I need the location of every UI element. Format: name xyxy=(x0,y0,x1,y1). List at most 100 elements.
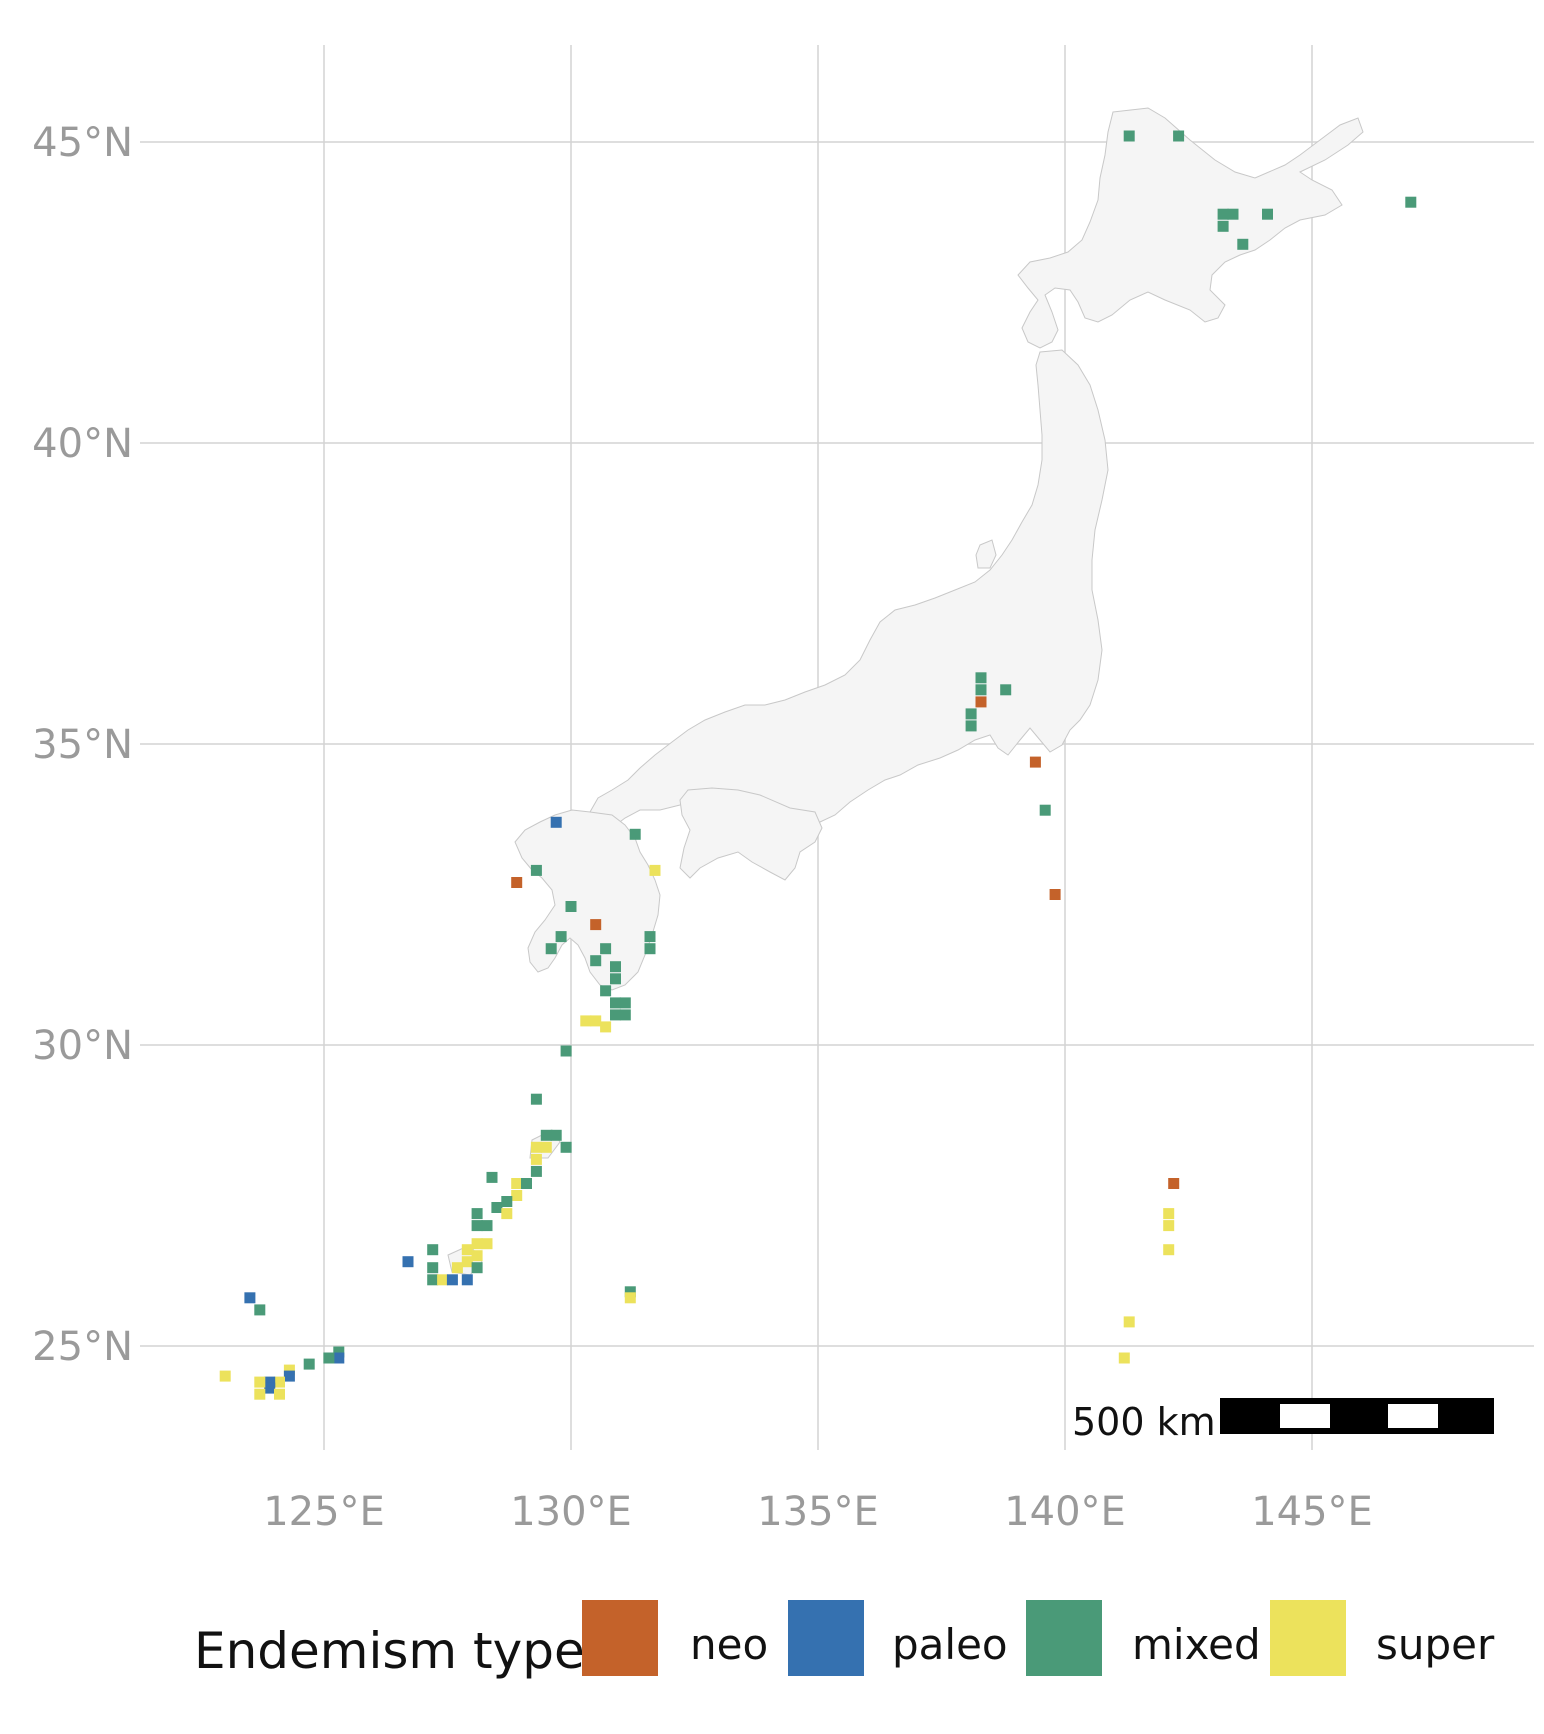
endemism-cell-mixed xyxy=(1039,804,1051,816)
endemism-cell-mixed xyxy=(333,1346,345,1358)
legend-label: neo xyxy=(690,1620,769,1669)
endemism-cell-mixed xyxy=(471,1208,483,1220)
lon-tick-label: 125°E xyxy=(263,1489,385,1535)
legend-swatch-mixed xyxy=(1026,1600,1102,1676)
legend-label: super xyxy=(1376,1620,1495,1669)
endemism-cell-super xyxy=(511,1190,523,1201)
endemism-cell-neo xyxy=(1049,889,1061,900)
lat-tick-label: 30°N xyxy=(32,1023,133,1069)
endemism-cells xyxy=(219,130,1417,1400)
shikoku xyxy=(679,787,823,881)
legend-label: paleo xyxy=(892,1620,1008,1669)
lon-tick-label: 135°E xyxy=(757,1489,879,1535)
endemism-cell-mixed xyxy=(1227,208,1239,220)
endemism-cell-mixed xyxy=(624,1286,636,1298)
sado-island xyxy=(975,539,997,569)
endemism-cell-mixed xyxy=(590,955,602,967)
endemism-cell-mixed xyxy=(427,1262,439,1274)
endemism-cell-paleo xyxy=(446,1274,458,1286)
endemism-cell-super xyxy=(530,1141,542,1153)
endemism-cell-super xyxy=(471,1250,483,1262)
endemism-cell-super xyxy=(1163,1244,1175,1256)
lon-tick-label: 140°E xyxy=(1004,1489,1126,1535)
endemism-cell-mixed xyxy=(610,973,621,985)
endemism-cell-mixed xyxy=(555,931,567,943)
endemism-cell-super xyxy=(219,1370,231,1382)
endemism-cell-mixed xyxy=(540,1129,552,1141)
lon-tick-label: 145°E xyxy=(1251,1489,1373,1535)
endemism-cell-mixed xyxy=(521,1178,532,1189)
endemism-cell-mixed xyxy=(560,1141,572,1153)
lat-tick-label: 45°N xyxy=(32,120,133,166)
endemism-cell-mixed xyxy=(1217,220,1229,232)
lon-tick-label: 130°E xyxy=(510,1489,632,1535)
endemism-cell-neo xyxy=(590,919,602,931)
endemism-cell-mixed xyxy=(619,1009,631,1021)
endemism-cell-mixed xyxy=(644,943,656,955)
endemism-cell-mixed xyxy=(550,1129,562,1141)
endemism-cell-mixed xyxy=(427,1274,439,1286)
endemism-cell-mixed xyxy=(600,985,612,997)
endemism-cell-mixed xyxy=(610,1009,621,1021)
endemism-cell-super xyxy=(540,1141,552,1153)
graticule xyxy=(140,45,1534,1450)
endemism-cell-super xyxy=(461,1244,473,1256)
legend-label: mixed xyxy=(1132,1620,1261,1669)
lat-tick-label: 35°N xyxy=(32,722,133,768)
endemism-cell-mixed xyxy=(545,943,557,955)
endemism-cell-super xyxy=(481,1238,493,1250)
endemism-cell-super xyxy=(461,1256,473,1268)
endemism-cell-paleo xyxy=(264,1382,276,1394)
endemism-cell-mixed xyxy=(1405,196,1417,208)
endemism-cell-mixed xyxy=(610,961,621,973)
endemism-cell-mixed xyxy=(565,901,577,912)
scale-bar-label: 500 km xyxy=(1072,1400,1216,1444)
endemism-cell-mixed xyxy=(501,1196,513,1207)
legend-title: Endemism type xyxy=(194,1622,585,1680)
endemism-cell-paleo xyxy=(461,1274,473,1286)
endemism-cell-paleo xyxy=(333,1352,345,1364)
endemism-cell-super xyxy=(624,1292,636,1304)
endemism-cell-paleo xyxy=(264,1376,276,1388)
endemism-cell-mixed xyxy=(629,828,641,840)
legend: Endemism type neo paleo mixed super xyxy=(0,1600,1544,1710)
endemism-cell-super xyxy=(1163,1220,1175,1232)
endemism-cell-super xyxy=(437,1274,449,1286)
endemism-cell-neo xyxy=(1029,756,1041,768)
endemism-cell-mixed xyxy=(491,1202,503,1213)
endemism-cell-mixed xyxy=(486,1171,498,1183)
endemism-cell-mixed xyxy=(427,1244,439,1256)
endemism-cell-mixed xyxy=(530,1165,542,1177)
endemism-cell-mixed xyxy=(965,720,977,732)
scale-bar-segment-2 xyxy=(1388,1404,1438,1428)
endemism-cell-super xyxy=(283,1364,295,1376)
endemism-cell-mixed xyxy=(1237,238,1249,250)
lat-tick-label: 40°N xyxy=(32,421,133,467)
endemism-cell-super xyxy=(580,1015,592,1027)
endemism-cell-paleo xyxy=(550,816,562,828)
endemism-cell-super xyxy=(1123,1316,1135,1328)
longitude-labels: 125°E 130°E 135°E 140°E 145°E xyxy=(263,1489,1373,1535)
endemism-cell-mixed xyxy=(1173,130,1185,142)
endemism-cell-mixed xyxy=(1217,208,1229,220)
endemism-cell-mixed xyxy=(600,943,612,955)
map: 45°N 40°N 35°N 30°N 25°N 125°E 130°E 135°E 140°… xyxy=(32,45,1534,1535)
endemism-cell-mixed xyxy=(965,708,977,720)
scale-bar-segment-1 xyxy=(1280,1404,1330,1428)
endemism-cell-super xyxy=(451,1262,463,1274)
endemism-cell-paleo xyxy=(402,1256,414,1268)
endemism-cell-neo xyxy=(511,877,523,888)
endemism-cell-paleo xyxy=(244,1292,256,1304)
endemism-cell-mixed xyxy=(1123,130,1135,142)
lat-tick-label: 25°N xyxy=(32,1324,133,1370)
endemism-cell-mixed xyxy=(254,1304,266,1316)
endemism-cell-super xyxy=(254,1376,266,1388)
endemism-cell-mixed xyxy=(471,1220,483,1232)
endemism-cell-neo xyxy=(1168,1178,1180,1189)
endemism-cell-paleo xyxy=(283,1370,295,1382)
endemism-cell-mixed xyxy=(1262,208,1273,220)
honshu xyxy=(589,349,1109,831)
scale-bar: 500 km xyxy=(1072,1398,1494,1444)
endemism-cell-super xyxy=(501,1208,513,1220)
endemism-cell-mixed xyxy=(1000,684,1012,696)
